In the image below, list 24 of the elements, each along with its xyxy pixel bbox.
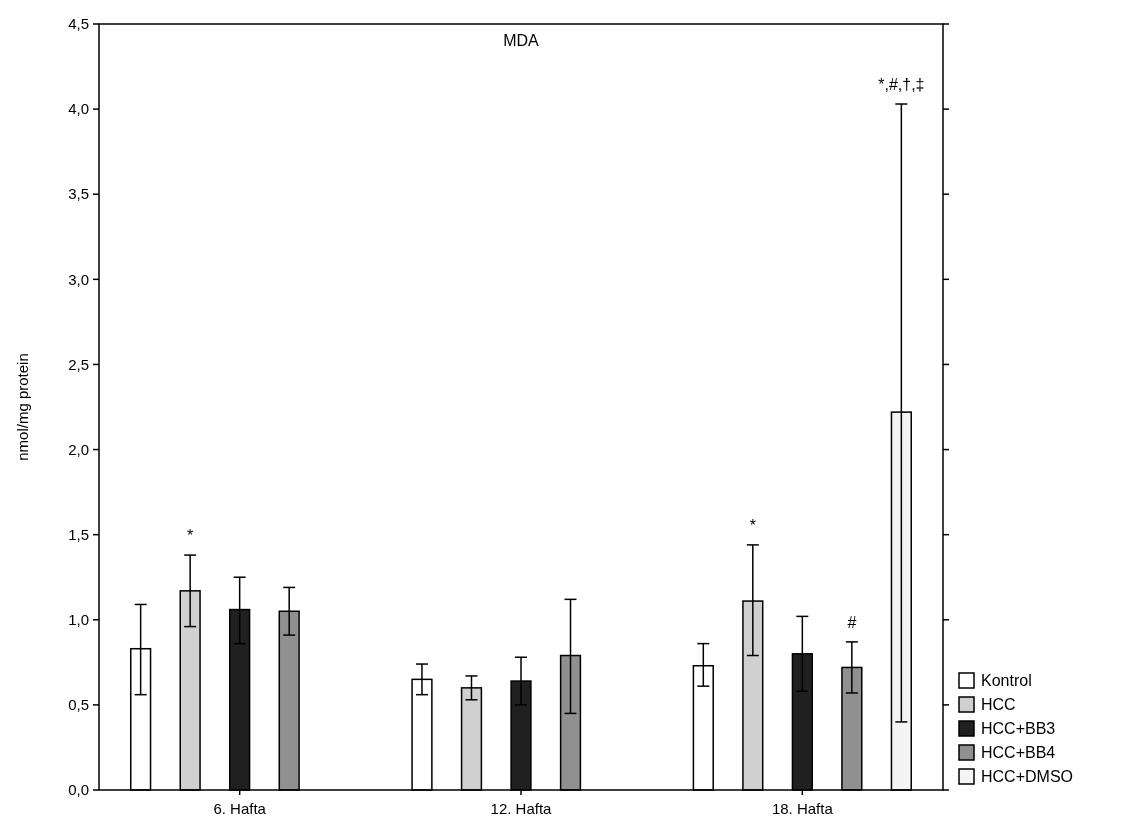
x-tick-label: 18. Hafta [771, 800, 834, 817]
legend-label: HCC+DMSO [981, 767, 1074, 785]
y-axis-title: nmol/mg protein [14, 353, 31, 461]
annotation: # [847, 613, 857, 631]
y-tick-label: 0,5 [68, 696, 89, 714]
x-tick-label: 6. Hafta [213, 800, 267, 817]
legend-label: HCC+BB3 [981, 719, 1056, 737]
legend-label: Kontrol [981, 671, 1032, 689]
y-tick-label: 2,0 [68, 440, 89, 458]
y-tick-label: 3,5 [68, 185, 89, 203]
y-tick-label: 3,0 [68, 270, 89, 288]
y-tick-label: 1,0 [68, 611, 89, 629]
text: MDA [503, 32, 540, 49]
x-tick-label: 12. Hafta [490, 800, 553, 817]
annotation: *,#,†,‡ [878, 76, 925, 93]
y-tick-label: 4,5 [68, 15, 89, 33]
y-tick-label: 4,0 [68, 100, 89, 118]
legend-label: HCC+BB4 [981, 743, 1056, 761]
y-tick-label: 0,0 [68, 781, 89, 799]
annotation: * [749, 516, 756, 534]
y-tick-label: 1,5 [68, 525, 89, 543]
annotation: * [187, 527, 194, 545]
y-tick-label: 2,5 [68, 355, 89, 373]
legend-label: HCC [981, 695, 1016, 713]
